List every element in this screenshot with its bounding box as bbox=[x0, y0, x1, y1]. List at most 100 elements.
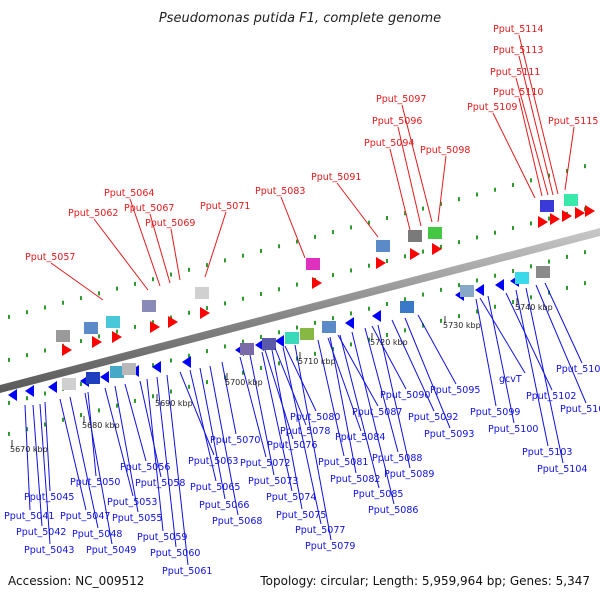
track-dot bbox=[242, 339, 244, 344]
reverse-leader-line bbox=[544, 282, 583, 364]
track-dot bbox=[152, 394, 154, 399]
track-dot bbox=[404, 254, 406, 259]
track-dot bbox=[422, 323, 424, 328]
reverse-leader-line bbox=[87, 391, 97, 477]
forward-gene-label: Pput_5110 bbox=[493, 87, 543, 98]
track-dot bbox=[386, 258, 388, 263]
reverse-gene-arrow bbox=[275, 335, 284, 347]
reverse-gene-block bbox=[122, 363, 136, 375]
forward-leader-line bbox=[397, 126, 422, 227]
reverse-gene-block bbox=[536, 266, 550, 278]
reverse-gene-label: Pput_5084 bbox=[335, 432, 385, 443]
reverse-leader-line bbox=[317, 339, 345, 457]
track-dot bbox=[458, 283, 460, 288]
track-dot bbox=[494, 304, 496, 309]
reverse-leader-line bbox=[404, 317, 451, 429]
track-dot bbox=[350, 268, 352, 273]
reverse-leader-line bbox=[261, 351, 293, 492]
track-dot bbox=[476, 309, 478, 314]
reverse-gene-label: Pput_5087 bbox=[352, 407, 402, 418]
forward-gene-block bbox=[540, 200, 554, 212]
track-dot bbox=[44, 305, 46, 310]
track-dot bbox=[278, 244, 280, 249]
forward-leader-line bbox=[518, 34, 559, 195]
reverse-gene-block bbox=[62, 378, 76, 390]
track-dot bbox=[8, 431, 10, 436]
forward-gene-label: Pput_5067 bbox=[124, 203, 174, 214]
reverse-gene-block bbox=[322, 321, 336, 333]
reverse-gene-label: Pput_5080 bbox=[290, 412, 340, 423]
reverse-leader-line bbox=[24, 404, 31, 511]
track-dot bbox=[188, 267, 190, 272]
reverse-gene-label: Pput_5092 bbox=[408, 412, 458, 423]
reverse-leader-line bbox=[32, 404, 43, 527]
forward-gene-arrow bbox=[168, 316, 178, 328]
reverse-leader-line bbox=[377, 324, 411, 469]
track-dot bbox=[152, 363, 154, 368]
reverse-leader-line bbox=[417, 314, 457, 385]
track-dot bbox=[188, 310, 190, 315]
reverse-leader-line bbox=[364, 327, 399, 453]
track-dot bbox=[170, 389, 172, 394]
track-dot bbox=[530, 295, 532, 300]
track-dot bbox=[332, 316, 334, 321]
reverse-gene-label: Pput_5073 bbox=[248, 476, 298, 487]
kbp-tick-label: 5700 kbp bbox=[225, 378, 263, 387]
forward-gene-label: Pput_5091 bbox=[311, 172, 361, 183]
forward-leader-line bbox=[518, 97, 543, 197]
forward-leader-line bbox=[336, 182, 379, 238]
forward-leader-line bbox=[129, 198, 161, 287]
track-dot bbox=[566, 254, 568, 259]
reverse-leader-line bbox=[156, 376, 177, 548]
track-dot bbox=[98, 291, 100, 296]
track-dot bbox=[116, 403, 118, 408]
track-dot bbox=[224, 258, 226, 263]
reverse-gene-block bbox=[400, 301, 414, 313]
track-dot bbox=[494, 273, 496, 278]
track-dot bbox=[584, 250, 586, 255]
reverse-gene-label: Pput_5105 bbox=[560, 404, 600, 415]
forward-leader-line bbox=[515, 77, 549, 196]
forward-gene-arrow bbox=[376, 257, 386, 269]
backbone-band bbox=[0, 228, 600, 393]
track-dot bbox=[80, 382, 82, 387]
track-dot bbox=[260, 248, 262, 253]
reverse-leader-line bbox=[475, 298, 497, 407]
track-dot bbox=[80, 339, 82, 344]
track-dot bbox=[368, 337, 370, 342]
track-dot bbox=[26, 427, 28, 432]
track-dot bbox=[314, 234, 316, 239]
reverse-gene-label: Pput_5045 bbox=[24, 492, 74, 503]
track-dot bbox=[440, 201, 442, 206]
forward-gene-label: Pput_5097 bbox=[376, 94, 426, 105]
track-dot bbox=[260, 291, 262, 296]
reverse-gene-label: Pput_5082 bbox=[330, 474, 380, 485]
forward-leader-line bbox=[401, 104, 433, 223]
track-dot bbox=[530, 264, 532, 269]
forward-leader-line bbox=[280, 196, 306, 259]
reverse-gene-label: Pput_5100 bbox=[488, 424, 538, 435]
track-dot bbox=[170, 272, 172, 277]
forward-gene-block bbox=[306, 258, 320, 270]
track-dot bbox=[8, 314, 10, 319]
track-dot bbox=[512, 300, 514, 305]
reverse-leader-line bbox=[264, 349, 294, 440]
track-dot bbox=[314, 351, 316, 356]
track-dot bbox=[242, 370, 244, 375]
reverse-gene-block bbox=[285, 332, 299, 344]
track-dot bbox=[512, 269, 514, 274]
genome-backbone bbox=[0, 228, 600, 393]
track-dot bbox=[512, 226, 514, 231]
reverse-gene-label: gcvT bbox=[499, 374, 522, 385]
track-dot bbox=[224, 301, 226, 306]
track-dot bbox=[422, 292, 424, 297]
track-dot bbox=[458, 314, 460, 319]
reverse-gene-arrow bbox=[25, 385, 34, 397]
forward-gene-label: Pput_5069 bbox=[145, 218, 195, 229]
reverse-leader-line bbox=[339, 334, 380, 489]
track-dot bbox=[260, 334, 262, 339]
reverse-gene-label: Pput_5061 bbox=[162, 566, 212, 577]
track-dot bbox=[350, 311, 352, 316]
forward-gene-block bbox=[84, 322, 98, 334]
